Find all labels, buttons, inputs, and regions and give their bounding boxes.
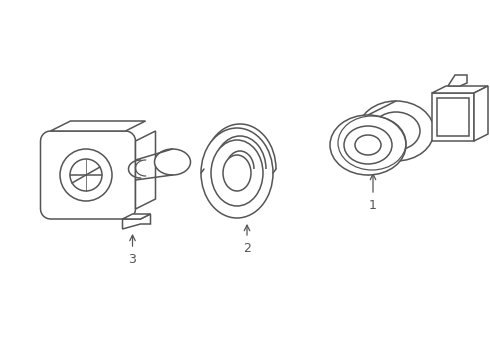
Ellipse shape bbox=[355, 135, 381, 155]
Ellipse shape bbox=[211, 140, 263, 206]
Polygon shape bbox=[50, 121, 146, 131]
Ellipse shape bbox=[223, 155, 251, 191]
Polygon shape bbox=[448, 75, 467, 86]
Text: 2: 2 bbox=[243, 242, 251, 255]
Ellipse shape bbox=[70, 159, 102, 191]
Ellipse shape bbox=[358, 101, 434, 161]
Ellipse shape bbox=[60, 149, 112, 201]
Ellipse shape bbox=[372, 112, 420, 150]
Ellipse shape bbox=[154, 149, 191, 175]
Polygon shape bbox=[122, 214, 150, 229]
Polygon shape bbox=[122, 214, 150, 219]
Polygon shape bbox=[432, 93, 474, 141]
Polygon shape bbox=[437, 98, 469, 136]
Polygon shape bbox=[41, 131, 136, 219]
Text: 1: 1 bbox=[369, 199, 377, 212]
Polygon shape bbox=[474, 86, 488, 141]
Polygon shape bbox=[432, 86, 488, 93]
Ellipse shape bbox=[330, 115, 406, 175]
Ellipse shape bbox=[201, 128, 273, 218]
Text: 3: 3 bbox=[128, 253, 136, 266]
Ellipse shape bbox=[344, 126, 392, 164]
Polygon shape bbox=[136, 131, 155, 209]
